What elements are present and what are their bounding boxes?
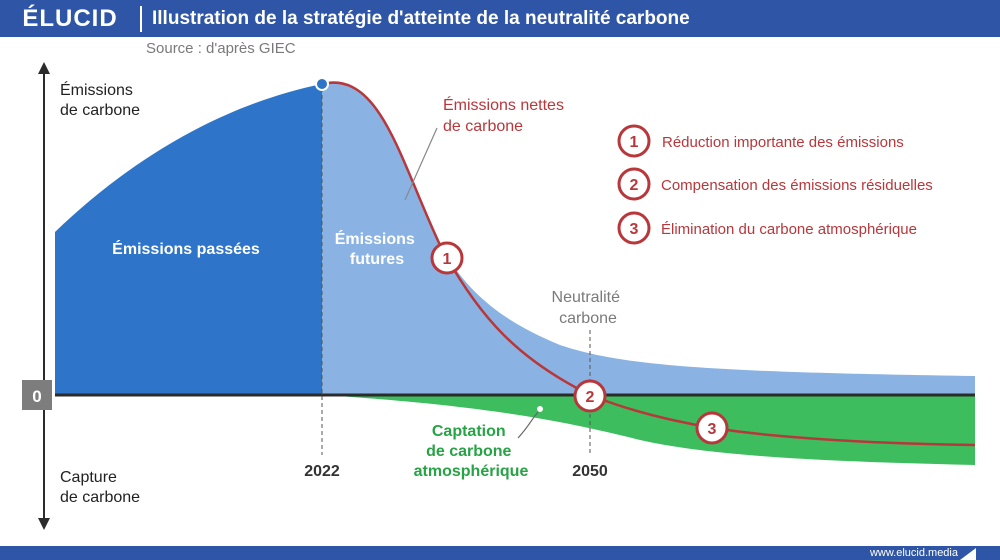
neutrality-label-line1: Neutralité	[552, 289, 621, 306]
page-title: Illustration de la stratégie d'atteinte …	[152, 7, 690, 29]
net-emissions-label-line2: de carbone	[443, 118, 523, 135]
peak-point	[315, 77, 329, 91]
legend-item-1: 1 Réduction importante des émissions	[617, 124, 904, 158]
future-emissions-area	[322, 82, 975, 396]
legend: 1 Réduction importante des émissions 2 C…	[617, 124, 933, 245]
svg-text:Neutralité carbone: Neutralité carbone	[552, 289, 625, 327]
legend-item-1-text: Réduction importante des émissions	[662, 134, 904, 151]
marker-1: 1	[430, 241, 464, 275]
carbon-neutrality-diagram: 0 Émissions de carbone Capture de carbon…	[22, 62, 976, 530]
legend-item-3-number: 3	[630, 221, 639, 238]
elucid-flag-icon	[960, 548, 976, 560]
capture-label-line1: Captation	[432, 423, 506, 440]
past-emissions-label: Émissions passées	[112, 239, 260, 258]
legend-item-3-text: Élimination du carbone atmosphérique	[661, 221, 917, 238]
capture-axis-label-line2: de carbone	[60, 489, 140, 506]
axis-arrow-up-icon	[38, 62, 50, 74]
legend-item-2-text: Compensation des émissions résiduelles	[661, 177, 933, 194]
marker-2-number: 2	[586, 389, 595, 406]
header-bar: ÉLUCID Illustration de la stratégie d'at…	[0, 0, 1000, 37]
future-emissions-label-line2: futures	[350, 251, 404, 268]
net-emissions-label-line1: Émissions nettes	[443, 95, 564, 114]
svg-text:Captation de carbone a: Captation de carbone atmosphérique	[414, 423, 529, 480]
net-emissions-pointer	[404, 127, 438, 201]
neutrality-label-line2: carbone	[559, 310, 617, 327]
elucid-logo: ÉLUCID	[22, 4, 118, 32]
past-emissions-area	[55, 84, 322, 395]
legend-item-1-number: 1	[630, 134, 639, 151]
axis-arrow-down-icon	[38, 518, 50, 530]
capture-area	[322, 395, 975, 465]
future-emissions-label-line1: Émissions	[335, 229, 415, 248]
marker-3: 3	[695, 411, 729, 445]
footer-bar: www.elucid.media	[0, 546, 1000, 560]
capture-axis-label-line1: Capture	[60, 469, 117, 486]
svg-text:Émissions de carbone: Émissions de carbone	[60, 80, 140, 119]
svg-text:Émissions futures: Émissions futures	[335, 229, 419, 268]
header-separator	[140, 5, 142, 32]
emissions-axis-label-line1: Émissions	[60, 80, 133, 99]
marker-1-number: 1	[443, 251, 452, 268]
svg-text:Émissions nettes de carbon: Émissions nettes de carbone	[443, 95, 568, 135]
zero-label: 0	[32, 387, 41, 406]
emissions-axis-label-line2: de carbone	[60, 102, 140, 119]
capture-label-line2: de carbone	[426, 443, 511, 460]
year-2050-label: 2050	[572, 463, 608, 480]
legend-item-3: 3 Élimination du carbone atmosphérique	[617, 211, 917, 245]
legend-item-2-number: 2	[630, 177, 639, 194]
capture-label-line3: atmosphérique	[414, 463, 529, 480]
marker-2: 2	[573, 379, 607, 413]
zero-box	[22, 380, 52, 410]
svg-text:Capture de carbone: Capture de carbone	[60, 469, 140, 506]
source-note: Source : d'après GIEC	[146, 40, 296, 57]
capture-pointer-dot	[537, 406, 543, 412]
legend-item-2: 2 Compensation des émissions résiduelles	[617, 167, 933, 201]
marker-3-number: 3	[708, 421, 717, 438]
capture-pointer	[517, 409, 541, 439]
year-2022-label: 2022	[304, 463, 340, 480]
footer-url[interactable]: www.elucid.media	[869, 547, 958, 559]
